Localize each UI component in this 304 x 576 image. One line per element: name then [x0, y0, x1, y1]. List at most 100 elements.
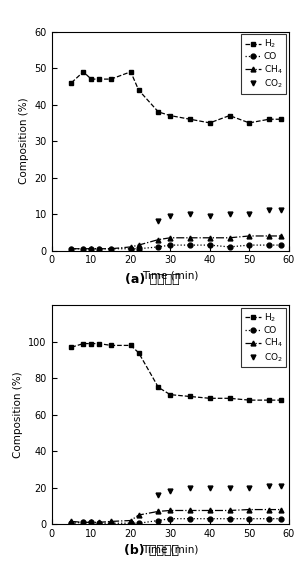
CH$_4$ — [267, 233, 271, 240]
CO — [97, 245, 101, 252]
H$_2$ — [188, 116, 192, 123]
CO — [168, 242, 172, 249]
CH$_4$ — [129, 517, 133, 524]
CO$_2$ — [247, 211, 251, 218]
CO$_2$ — [168, 213, 172, 219]
Line: CH$_4$: CH$_4$ — [69, 507, 283, 525]
H$_2$ — [267, 116, 271, 123]
CO — [129, 245, 133, 252]
CO — [129, 520, 133, 526]
Line: CO$_2$: CO$_2$ — [156, 208, 283, 224]
H$_2$ — [97, 340, 101, 347]
CO$_2$ — [188, 211, 192, 218]
Text: (a) 绝对含量: (a) 绝对含量 — [125, 273, 179, 286]
H$_2$ — [70, 344, 73, 351]
H$_2$ — [157, 108, 160, 115]
CO — [188, 515, 192, 522]
CO — [137, 520, 140, 526]
Line: CH$_4$: CH$_4$ — [69, 233, 283, 251]
H$_2$ — [89, 340, 93, 347]
Legend: H$_2$, CO, CH$_4$, CO$_2$: H$_2$, CO, CH$_4$, CO$_2$ — [241, 308, 286, 367]
CH$_4$ — [279, 233, 283, 240]
H$_2$ — [157, 384, 160, 391]
H$_2$ — [137, 86, 140, 93]
CH$_4$ — [109, 245, 113, 252]
H$_2$ — [70, 79, 73, 86]
CO — [228, 515, 231, 522]
CO$_2$ — [208, 213, 212, 219]
CO$_2$ — [208, 484, 212, 491]
CO — [109, 520, 113, 526]
CH$_4$ — [97, 519, 101, 526]
CH$_4$ — [228, 234, 231, 241]
H$_2$ — [129, 342, 133, 349]
H$_2$ — [228, 112, 231, 119]
CO — [247, 515, 251, 522]
H$_2$ — [279, 397, 283, 404]
CO — [228, 244, 231, 251]
H$_2$ — [89, 75, 93, 82]
CO$_2$ — [279, 207, 283, 214]
CH$_4$ — [279, 506, 283, 513]
Y-axis label: Composition (%): Composition (%) — [13, 372, 23, 458]
CH$_4$ — [247, 233, 251, 240]
CH$_4$ — [129, 244, 133, 251]
CO — [267, 515, 271, 522]
X-axis label: Time (min): Time (min) — [142, 271, 199, 281]
CO$_2$ — [228, 484, 231, 491]
CO$_2$ — [267, 207, 271, 214]
CH$_4$ — [70, 245, 73, 252]
CH$_4$ — [97, 245, 101, 252]
Text: (b) 相对含量: (b) 相对含量 — [125, 544, 179, 556]
H$_2$ — [279, 116, 283, 123]
CO — [89, 519, 93, 526]
CO — [267, 242, 271, 249]
CO — [89, 245, 93, 252]
CH$_4$ — [208, 507, 212, 514]
CO — [97, 520, 101, 526]
Line: CO: CO — [69, 242, 283, 251]
H$_2$ — [109, 342, 113, 349]
CH$_4$ — [267, 506, 271, 513]
CH$_4$ — [70, 518, 73, 525]
CO$_2$ — [188, 484, 192, 491]
CO — [208, 242, 212, 249]
H$_2$ — [81, 340, 85, 347]
H$_2$ — [228, 395, 231, 402]
CH$_4$ — [247, 506, 251, 513]
CO — [208, 515, 212, 522]
CO — [279, 515, 283, 522]
Line: H$_2$: H$_2$ — [69, 69, 283, 126]
H$_2$ — [168, 391, 172, 398]
Line: H$_2$: H$_2$ — [69, 341, 283, 403]
CH$_4$ — [137, 242, 140, 249]
Legend: H$_2$, CO, CH$_4$, CO$_2$: H$_2$, CO, CH$_4$, CO$_2$ — [241, 35, 286, 93]
CO — [81, 519, 85, 526]
CO$_2$ — [157, 218, 160, 225]
H$_2$ — [109, 75, 113, 82]
Line: CO: CO — [69, 516, 283, 526]
CH$_4$ — [208, 234, 212, 241]
CO$_2$ — [267, 483, 271, 490]
CO — [137, 245, 140, 252]
H$_2$ — [208, 119, 212, 126]
CH$_4$ — [81, 519, 85, 526]
CO$_2$ — [247, 484, 251, 491]
CH$_4$ — [89, 519, 93, 526]
CH$_4$ — [137, 511, 140, 518]
CH$_4$ — [89, 245, 93, 252]
CO — [157, 244, 160, 251]
H$_2$ — [129, 69, 133, 75]
Line: CO$_2$: CO$_2$ — [156, 483, 283, 498]
H$_2$ — [168, 112, 172, 119]
CH$_4$ — [168, 507, 172, 514]
X-axis label: Time (min): Time (min) — [142, 544, 199, 555]
CO$_2$ — [157, 491, 160, 498]
Y-axis label: Composition (%): Composition (%) — [19, 98, 29, 184]
H$_2$ — [188, 393, 192, 400]
CO$_2$ — [228, 211, 231, 218]
CH$_4$ — [81, 245, 85, 252]
H$_2$ — [97, 75, 101, 82]
H$_2$ — [81, 69, 85, 75]
CH$_4$ — [157, 508, 160, 515]
